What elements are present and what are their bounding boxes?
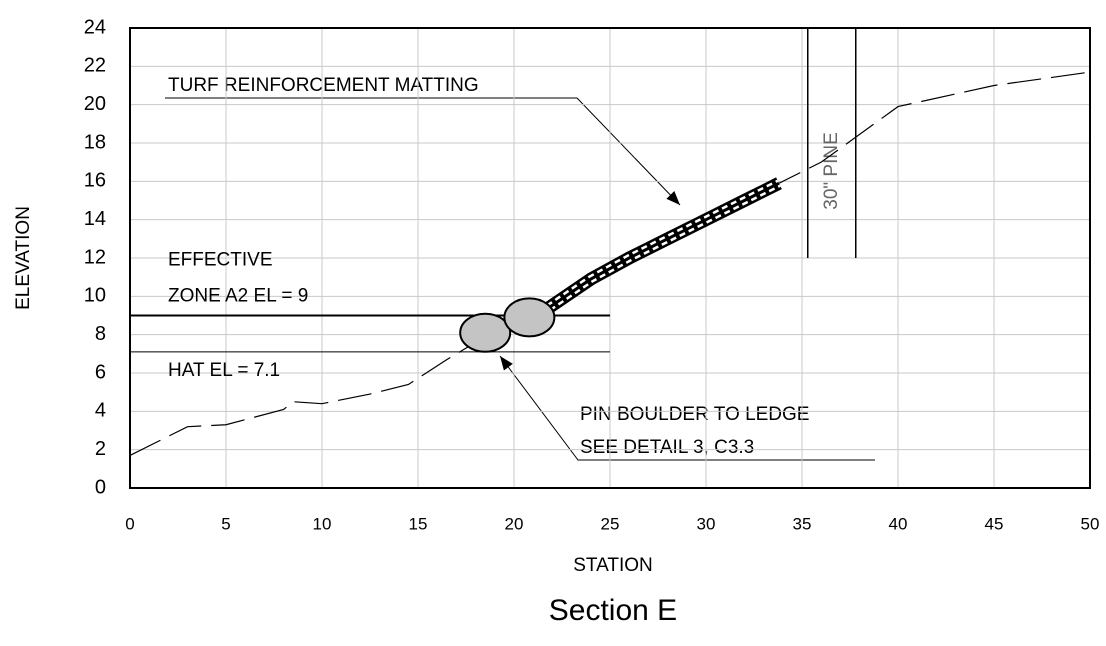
annotation: PIN BOULDER TO LEDGE	[580, 404, 809, 425]
x-tick-label: 15	[409, 514, 428, 533]
y-tick-label: 6	[95, 361, 106, 383]
y-tick-label: 24	[84, 16, 106, 38]
pine-label: 30" PINE	[821, 132, 842, 210]
x-tick-label: 35	[793, 514, 812, 533]
y-tick-label: 2	[95, 438, 106, 460]
leader-line	[165, 97, 681, 206]
x-tick-label: 40	[889, 514, 908, 533]
y-tick-label: 0	[95, 476, 106, 498]
ground-line	[129, 71, 1091, 456]
level-label: ZONE A2 EL = 9	[168, 286, 308, 307]
chart-title: Section E	[549, 594, 677, 627]
x-tick-label: 45	[985, 514, 1004, 533]
x-tick-label: 30	[697, 514, 716, 533]
x-tick-label: 25	[601, 514, 620, 533]
y-tick-label: 18	[84, 131, 106, 153]
x-tick-label: 5	[221, 514, 230, 533]
y-tick-label: 14	[84, 208, 106, 230]
y-tick-label: 12	[84, 246, 106, 268]
y-axis-label: ELEVATION	[13, 206, 34, 310]
plot-frame	[129, 27, 1091, 489]
y-tick-label: 20	[84, 93, 106, 115]
y-tick-label: 22	[84, 55, 106, 77]
x-tick-label: 0	[125, 514, 134, 533]
level-label: HAT EL = 7.1	[168, 360, 280, 381]
y-tick-label: 16	[84, 170, 106, 192]
annotation: TURF REINFORCEMENT MATTING	[168, 75, 479, 96]
y-tick-label: 4	[95, 400, 106, 422]
x-tick-label: 50	[1081, 514, 1100, 533]
level-label: EFFECTIVE	[168, 250, 273, 271]
x-axis-label: STATION	[573, 555, 653, 576]
x-tick-label: 20	[505, 514, 524, 533]
boulder	[503, 297, 556, 338]
annotation: SEE DETAIL 3, C3.3	[580, 437, 754, 458]
y-tick-label: 10	[84, 285, 106, 307]
leader-line	[499, 355, 875, 461]
matting-core	[547, 181, 780, 310]
y-tick-label: 8	[95, 323, 106, 345]
boulder	[459, 312, 512, 353]
x-tick-label: 10	[313, 514, 332, 533]
